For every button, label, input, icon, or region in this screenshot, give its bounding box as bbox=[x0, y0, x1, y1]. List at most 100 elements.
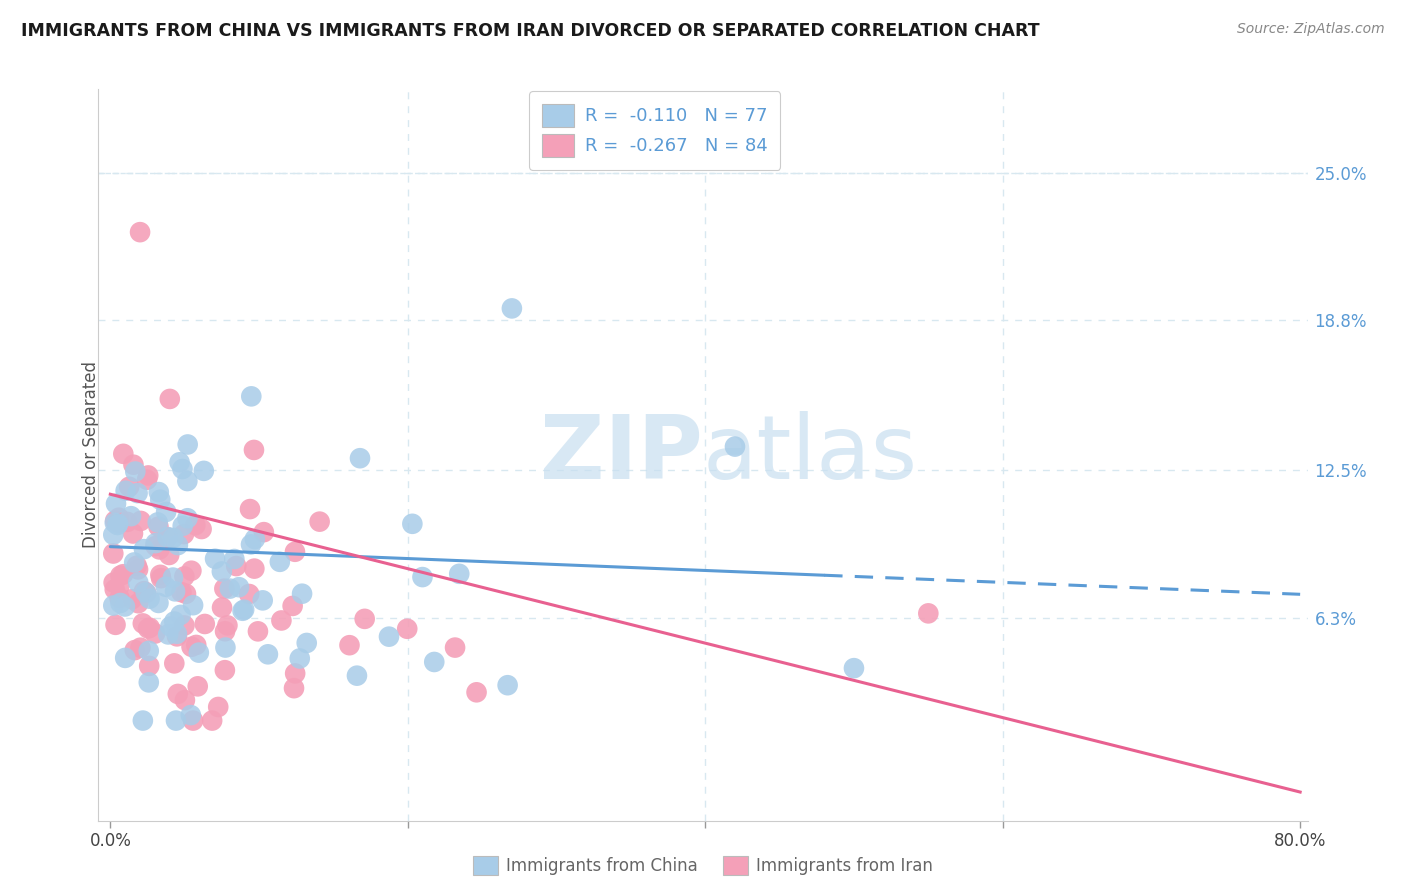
Text: IMMIGRANTS FROM CHINA VS IMMIGRANTS FROM IRAN DIVORCED OR SEPARATED CORRELATION : IMMIGRANTS FROM CHINA VS IMMIGRANTS FROM… bbox=[21, 22, 1039, 40]
Point bbox=[349, 451, 371, 466]
Point bbox=[172, 462, 194, 476]
Point bbox=[143, 626, 166, 640]
Point bbox=[107, 516, 129, 531]
Point bbox=[112, 447, 135, 461]
Text: ZIP: ZIP bbox=[540, 411, 703, 499]
Point bbox=[163, 657, 186, 671]
Point bbox=[105, 497, 128, 511]
Point bbox=[211, 565, 233, 579]
Point bbox=[246, 624, 269, 639]
Point bbox=[295, 636, 318, 650]
Point bbox=[176, 437, 198, 451]
Point bbox=[214, 582, 236, 596]
Point bbox=[284, 545, 307, 559]
Point bbox=[136, 473, 159, 487]
Point bbox=[135, 585, 157, 599]
Point bbox=[146, 516, 169, 530]
Point bbox=[127, 486, 149, 500]
Point bbox=[148, 485, 170, 500]
Point bbox=[150, 571, 173, 585]
Point bbox=[214, 640, 236, 655]
Text: Source: ZipAtlas.com: Source: ZipAtlas.com bbox=[1237, 22, 1385, 37]
Point bbox=[211, 600, 233, 615]
Point bbox=[187, 646, 209, 660]
Point bbox=[184, 518, 207, 533]
Point bbox=[243, 442, 266, 457]
Point bbox=[501, 301, 523, 316]
Point bbox=[136, 622, 159, 636]
Point bbox=[157, 548, 180, 562]
Point bbox=[207, 700, 229, 714]
Point bbox=[169, 455, 191, 469]
Legend: R =  -0.110   N = 77, R =  -0.267   N = 84: R = -0.110 N = 77, R = -0.267 N = 84 bbox=[529, 91, 780, 169]
Point bbox=[169, 607, 191, 622]
Point bbox=[190, 522, 212, 536]
Point bbox=[181, 714, 204, 728]
Point bbox=[104, 617, 127, 632]
Point bbox=[103, 599, 125, 613]
Point bbox=[155, 580, 177, 594]
Point bbox=[148, 542, 170, 557]
Point bbox=[138, 675, 160, 690]
Point bbox=[114, 483, 136, 498]
Point bbox=[149, 492, 172, 507]
Point bbox=[396, 622, 419, 636]
Point bbox=[122, 526, 145, 541]
Point bbox=[166, 627, 188, 641]
Point bbox=[159, 392, 181, 406]
Point bbox=[228, 580, 250, 594]
Point bbox=[281, 599, 304, 613]
Point bbox=[353, 612, 375, 626]
Point bbox=[132, 542, 155, 557]
Point bbox=[270, 614, 292, 628]
Point bbox=[110, 596, 132, 610]
Point bbox=[162, 571, 184, 585]
Point bbox=[165, 584, 187, 599]
Point bbox=[283, 681, 305, 696]
Point bbox=[139, 621, 162, 635]
Legend: Immigrants from China, Immigrants from Iran: Immigrants from China, Immigrants from I… bbox=[464, 847, 942, 884]
Point bbox=[135, 586, 157, 600]
Point bbox=[842, 661, 865, 675]
Point bbox=[103, 575, 125, 590]
Point bbox=[217, 618, 239, 632]
Point bbox=[149, 567, 172, 582]
Point bbox=[108, 579, 131, 593]
Point bbox=[378, 630, 401, 644]
Point bbox=[127, 575, 149, 590]
Point bbox=[240, 537, 263, 551]
Point bbox=[173, 569, 195, 583]
Point bbox=[129, 514, 152, 528]
Point bbox=[214, 663, 236, 677]
Point bbox=[193, 464, 215, 478]
Point bbox=[449, 566, 471, 581]
Point bbox=[339, 638, 361, 652]
Point bbox=[127, 596, 149, 610]
Point bbox=[104, 514, 127, 528]
Point bbox=[174, 693, 197, 707]
Point bbox=[465, 685, 488, 699]
Point bbox=[167, 538, 190, 552]
Point bbox=[186, 638, 208, 652]
Point bbox=[291, 587, 314, 601]
Point bbox=[157, 627, 180, 641]
Point bbox=[114, 651, 136, 665]
Point bbox=[257, 648, 280, 662]
Point bbox=[308, 515, 330, 529]
Point bbox=[204, 551, 226, 566]
Point bbox=[240, 389, 263, 403]
Point bbox=[132, 616, 155, 631]
Point bbox=[156, 530, 179, 544]
Point bbox=[104, 582, 127, 597]
Point bbox=[444, 640, 467, 655]
Point bbox=[401, 516, 423, 531]
Point bbox=[238, 587, 260, 601]
Point bbox=[411, 570, 433, 584]
Point bbox=[224, 552, 246, 566]
Point bbox=[132, 714, 155, 728]
Point bbox=[117, 515, 139, 529]
Point bbox=[114, 599, 136, 614]
Point bbox=[138, 591, 160, 606]
Point bbox=[132, 584, 155, 599]
Point bbox=[172, 518, 194, 533]
